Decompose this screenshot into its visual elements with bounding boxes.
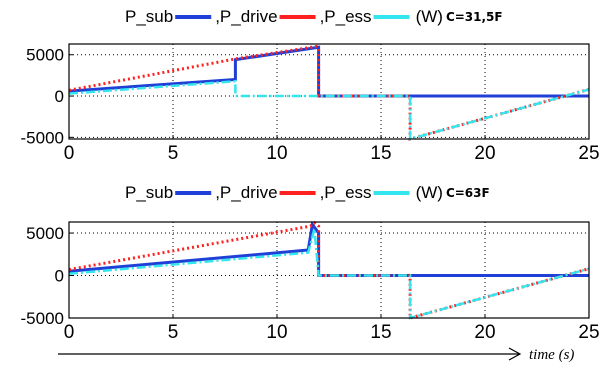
x-tick-label: 20 xyxy=(474,322,495,343)
x-tick-label: 0 xyxy=(64,322,75,343)
x-tick-label: 10 xyxy=(266,322,287,343)
y-tick-label: 5000 xyxy=(26,46,64,65)
axes-frame xyxy=(68,43,590,140)
x-tick-label: 5 xyxy=(168,143,179,164)
legend-label: P_sub xyxy=(125,7,173,26)
legend: P_sub ,P_drive ,P_ess (W) C=63F xyxy=(125,183,490,202)
y-tick-label: -5000 xyxy=(21,309,64,328)
axes-frame xyxy=(68,221,590,319)
plot-area xyxy=(69,222,589,318)
legend-label: ,P_ess xyxy=(320,7,372,26)
legend-label: ,P_drive xyxy=(215,183,277,202)
y-tick-label: -5000 xyxy=(21,128,64,147)
x-tick-label: 25 xyxy=(578,322,599,343)
legend-unit: (W) xyxy=(416,7,443,26)
arrow-head xyxy=(508,347,522,361)
capacitance-annotation: C=63F xyxy=(446,186,490,200)
x-axis-title: time (s) xyxy=(529,347,574,363)
y-tick-label: 0 xyxy=(55,267,64,286)
x-tick-label: 0 xyxy=(64,143,75,164)
x-tick-label: 25 xyxy=(578,143,599,164)
plot-area xyxy=(69,44,589,139)
capacitance-annotation: C=31,5F xyxy=(446,10,503,24)
legend: P_sub ,P_drive ,P_ess (W) C=31,5F xyxy=(125,7,503,26)
x-tick-label: 15 xyxy=(370,322,391,343)
x-tick-label: 20 xyxy=(474,143,495,164)
legend-label: P_sub xyxy=(125,183,173,202)
y-tick-label: 0 xyxy=(55,87,64,106)
series-line-p-sub xyxy=(68,45,589,98)
x-tick-label: 10 xyxy=(266,143,287,164)
legend-label: ,P_drive xyxy=(215,7,277,26)
series-line-p-drive xyxy=(68,220,590,320)
legend-unit: (W) xyxy=(416,183,443,202)
legend-label: ,P_ess xyxy=(320,183,372,202)
x-tick-label: 15 xyxy=(370,143,391,164)
x-tick-label: 5 xyxy=(168,322,179,343)
y-tick-label: 5000 xyxy=(26,224,64,243)
